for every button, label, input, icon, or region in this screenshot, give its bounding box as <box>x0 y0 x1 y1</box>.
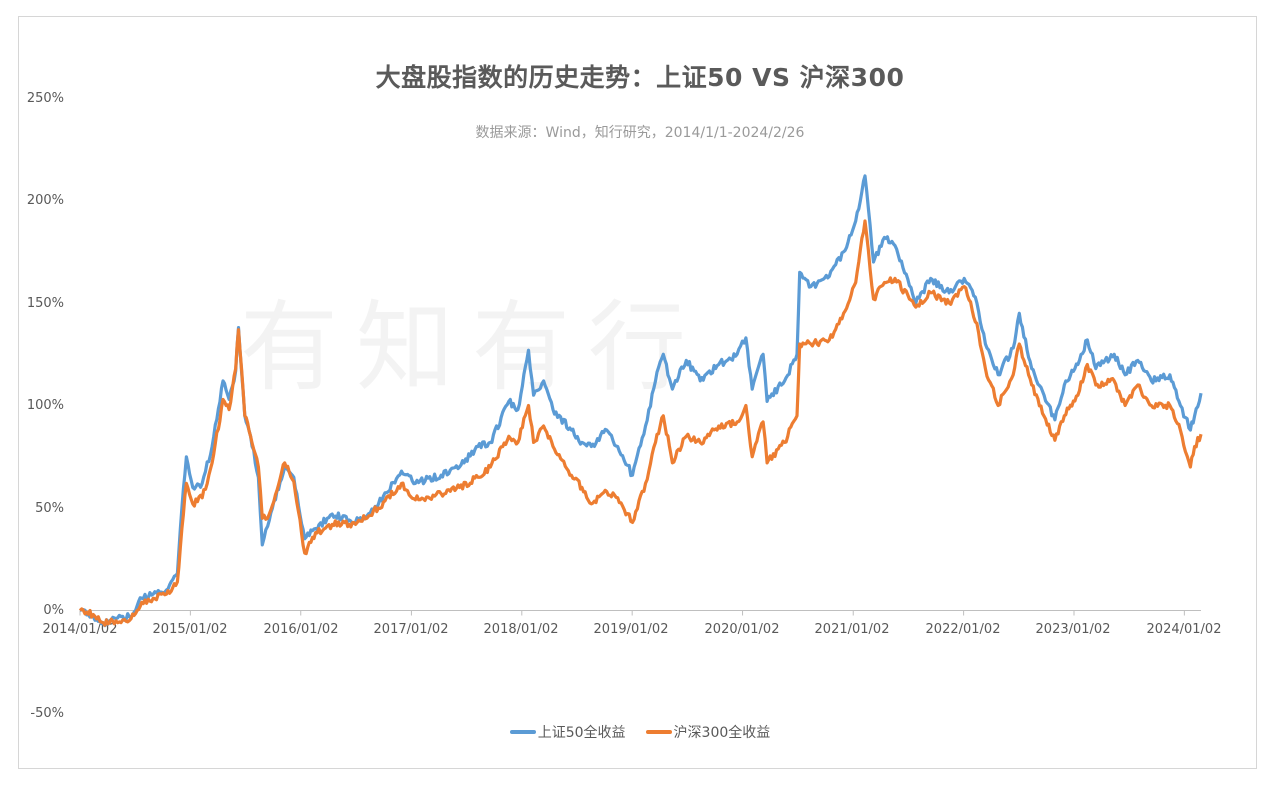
chart-frame <box>18 16 1257 769</box>
x-tick-label: 2015/01/02 <box>152 622 228 637</box>
watermark: 有知有行 <box>240 291 705 405</box>
x-tick-label: 2019/01/02 <box>593 622 669 637</box>
legend-item-csi300[interactable]: 沪深300全收益 <box>645 722 771 742</box>
y-tick-label: 100% <box>26 398 64 413</box>
y-tick-label: 150% <box>26 296 64 311</box>
y-tick-label: 50% <box>35 501 64 516</box>
x-tick-label: 2021/01/02 <box>814 622 890 637</box>
y-tick-label: 0% <box>43 603 64 618</box>
legend-swatch-csi300 <box>645 730 672 734</box>
legend-swatch-sse50 <box>509 730 536 734</box>
y-tick-label: 200% <box>26 193 64 208</box>
y-tick-label: -50% <box>30 706 64 721</box>
chart-title: 大盘股指数的历史走势：上证50 VS 沪深300 <box>375 63 905 92</box>
x-tick-label: 2020/01/02 <box>704 622 780 637</box>
legend-label-sse50: 上证50全收益 <box>537 725 626 741</box>
series-line-csi300 <box>78 219 1203 627</box>
x-tick-label: 2022/01/02 <box>925 622 1001 637</box>
chart-subtitle: 数据来源：Wind，知行研究，2014/1/1-2024/2/26 <box>475 125 805 141</box>
x-tick-label: 2016/01/02 <box>263 622 339 637</box>
x-tick-label: 2023/01/02 <box>1035 622 1111 637</box>
legend-label-csi300: 沪深300全收益 <box>673 725 771 741</box>
x-tick-label: 2018/01/02 <box>483 622 559 637</box>
y-tick-label: 250% <box>26 91 64 106</box>
legend-item-sse50[interactable]: 上证50全收益 <box>509 722 626 742</box>
x-tick-label: 2024/01/02 <box>1146 622 1222 637</box>
x-tick-label: 2017/01/02 <box>373 622 449 637</box>
x-tick-label: 2014/01/02 <box>42 622 118 637</box>
series-line-sse50 <box>79 174 1203 628</box>
legend: 上证50全收益 沪深300全收益 <box>0 722 1280 742</box>
